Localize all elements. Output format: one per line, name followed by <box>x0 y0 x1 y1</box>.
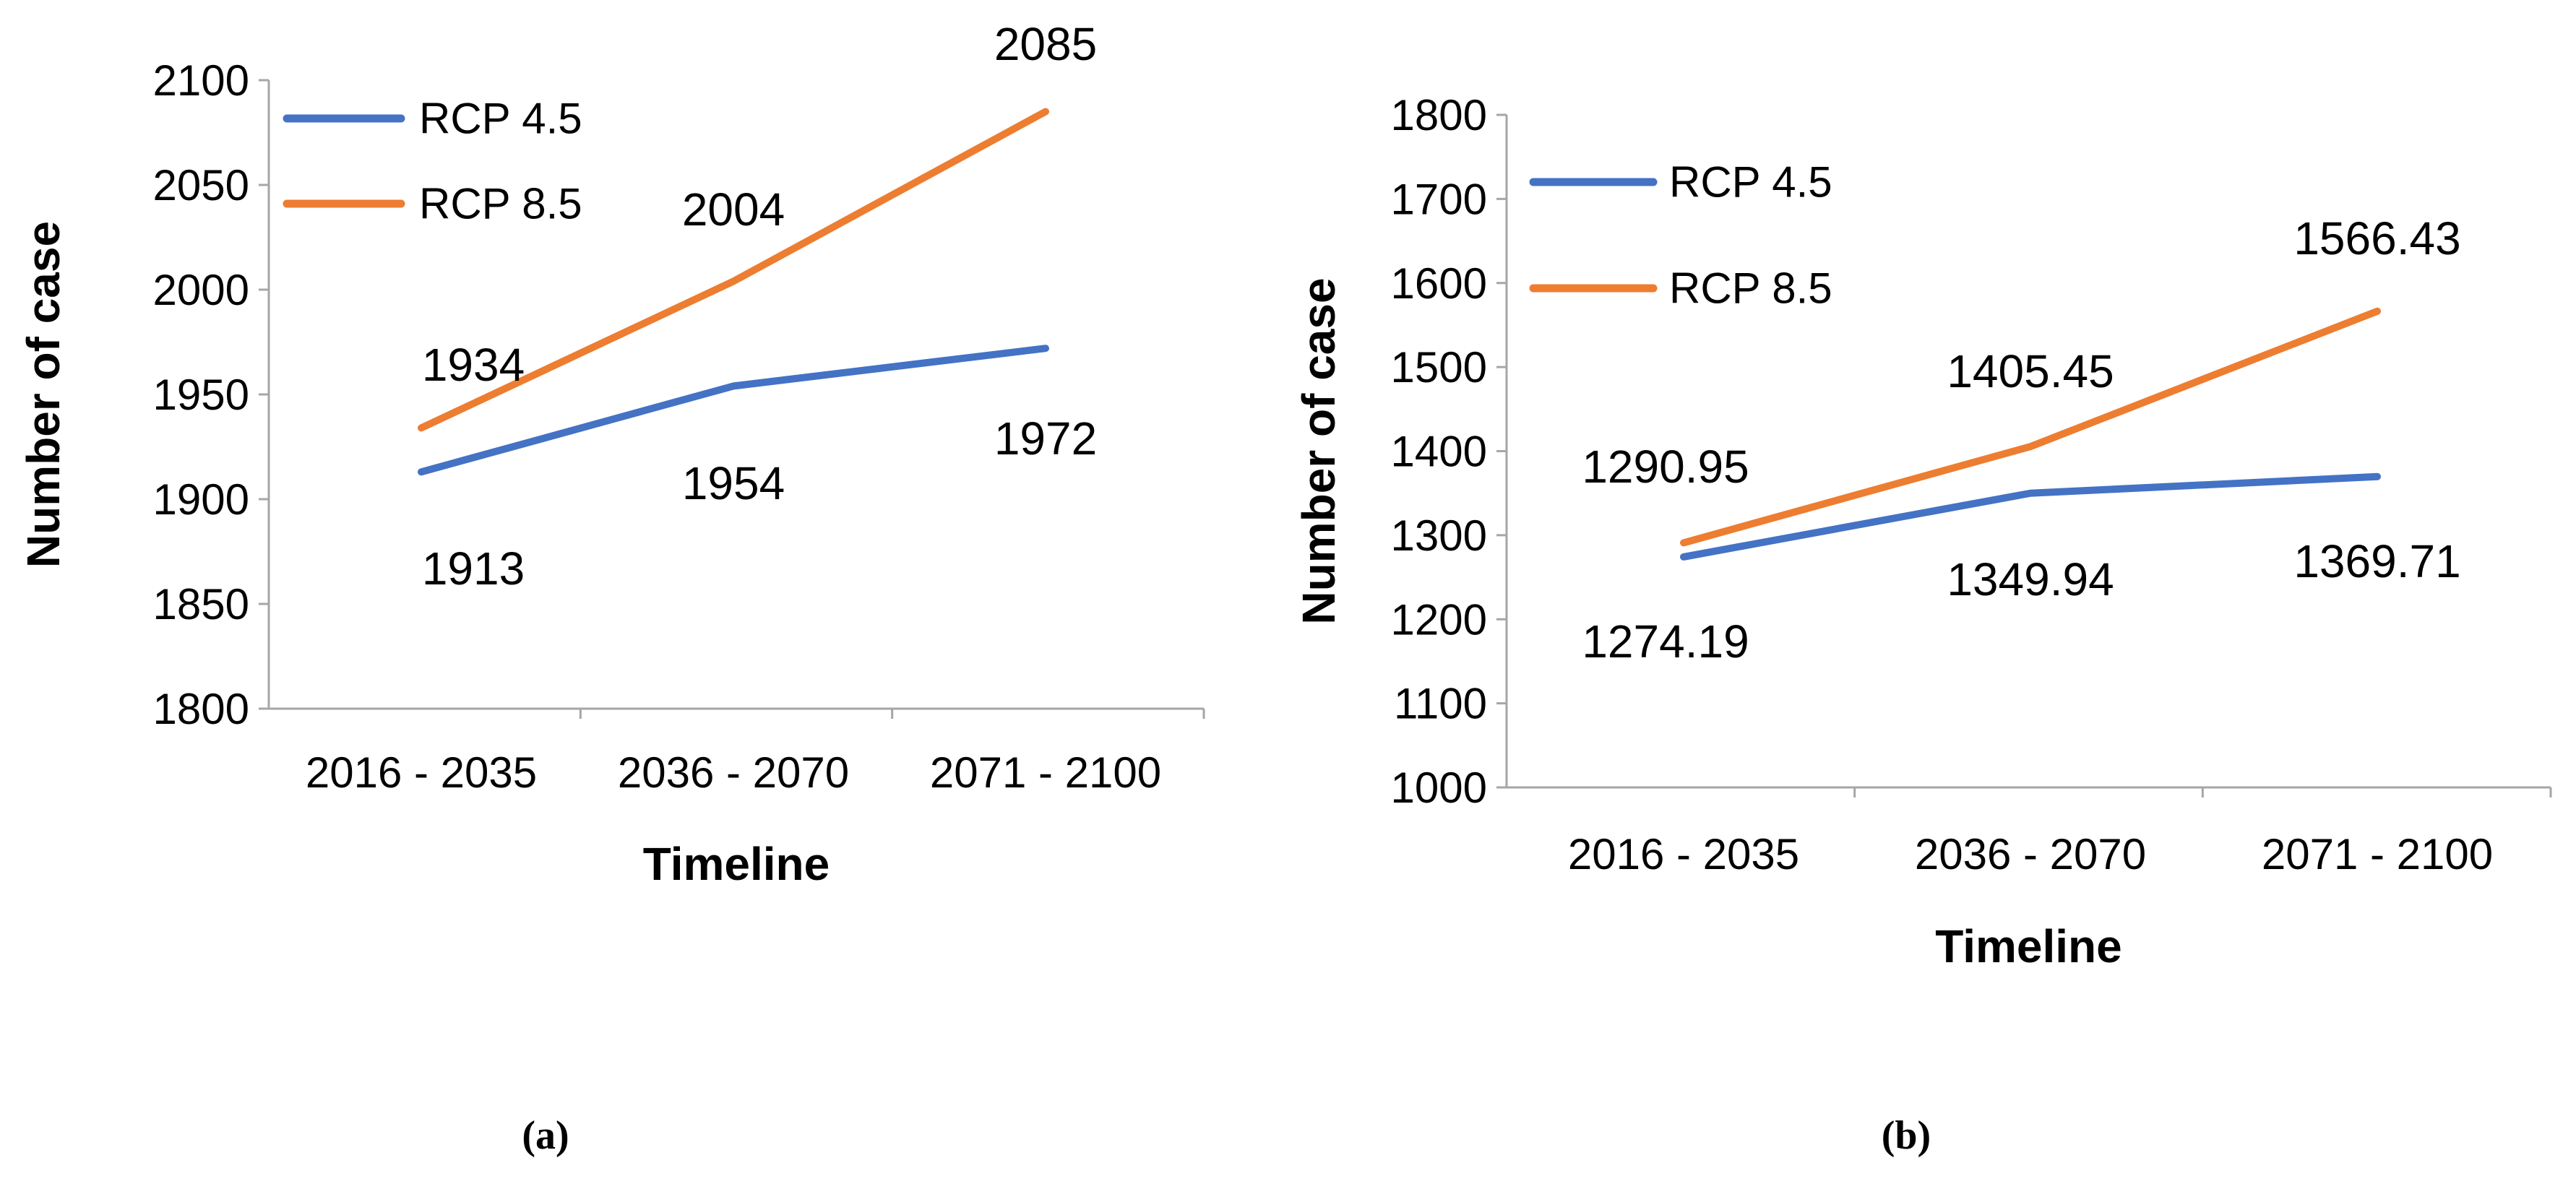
series-line <box>418 345 1049 476</box>
x-axis-title: Timeline <box>643 838 830 890</box>
x-tick-label: 2071 - 2100 <box>2262 830 2493 878</box>
data-label: 1954 <box>682 457 785 509</box>
series-line <box>1680 472 2381 561</box>
legend-label: RCP 4.5 <box>419 95 582 143</box>
series-line <box>1680 307 2381 547</box>
y-axis-title: Number of case <box>1293 277 1345 624</box>
x-tick-label: 2071 - 2100 <box>930 748 1161 797</box>
y-tick-label: 2000 <box>153 266 249 314</box>
data-label: 2085 <box>994 18 1097 70</box>
x-tick-label: 2036 - 2070 <box>1915 830 2146 878</box>
x-axis-title: Timeline <box>1935 920 2121 972</box>
data-label: 1274.19 <box>1582 615 1749 667</box>
legend-label: RCP 8.5 <box>1669 264 1832 313</box>
data-label: 1972 <box>994 412 1097 464</box>
y-tick-label: 1000 <box>1391 764 1487 812</box>
y-tick-label: 1600 <box>1391 259 1487 308</box>
data-label: 2004 <box>682 183 785 235</box>
x-tick-label: 2016 - 2035 <box>306 748 537 797</box>
y-tick-label: 1900 <box>153 475 249 524</box>
series-line <box>418 108 1049 432</box>
chart-panel-a: 1800 1850 1900 1950 2000 2050 2100 2016 - 2035 2… <box>17 18 1205 1158</box>
y-tick-label: 2100 <box>153 56 249 105</box>
panel-caption: (b) <box>1882 1113 1931 1158</box>
x-tick-label: 2016 - 2035 <box>1568 830 1799 878</box>
data-label: 1405.45 <box>1947 345 2114 397</box>
y-tick-label: 1400 <box>1391 428 1487 476</box>
chart-panel-b: 1000 1100 1200 1300 1400 1500 1600 1700 1800 2016… <box>1293 91 2552 1158</box>
y-tick-label: 1850 <box>153 580 249 628</box>
legend-label: RCP 8.5 <box>419 180 582 228</box>
y-tick-label: 1100 <box>1394 680 1487 728</box>
x-tick-label: 2036 - 2070 <box>618 748 849 797</box>
y-tick-label: 1950 <box>153 371 249 419</box>
y-tick-label: 1200 <box>1391 595 1487 644</box>
y-tick-label: 1300 <box>1391 511 1487 560</box>
data-label: 1349.94 <box>1947 553 2114 605</box>
legend-label: RCP 4.5 <box>1669 158 1832 207</box>
data-label: 1934 <box>422 339 525 391</box>
y-tick-label: 1700 <box>1391 175 1487 223</box>
panel-caption: (a) <box>522 1113 569 1158</box>
data-label: 1290.95 <box>1582 441 1749 493</box>
data-label: 1566.43 <box>2293 212 2460 264</box>
y-tick-label: 1800 <box>1391 91 1487 139</box>
y-tick-label: 1500 <box>1391 343 1487 392</box>
y-tick-label: 2050 <box>153 161 249 209</box>
y-axis-title: Number of case <box>17 221 69 568</box>
data-label: 1913 <box>422 543 525 595</box>
data-label: 1369.71 <box>2293 535 2460 587</box>
y-tick-label: 1800 <box>153 685 249 733</box>
